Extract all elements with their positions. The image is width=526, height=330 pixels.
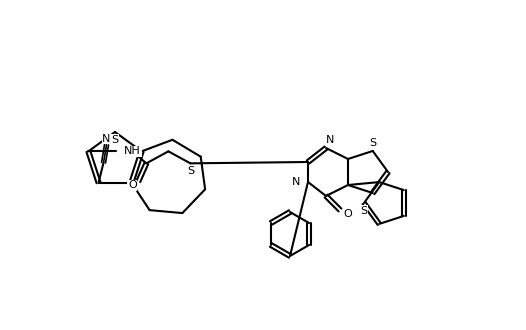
Text: S: S <box>360 206 368 216</box>
Text: O: O <box>128 181 137 190</box>
Text: N: N <box>326 135 334 145</box>
Text: N: N <box>103 134 111 144</box>
Text: NH: NH <box>124 146 141 156</box>
Text: S: S <box>112 135 118 145</box>
Text: S: S <box>369 138 376 148</box>
Text: S: S <box>187 166 194 176</box>
Text: O: O <box>343 209 352 219</box>
Text: N: N <box>292 177 300 187</box>
